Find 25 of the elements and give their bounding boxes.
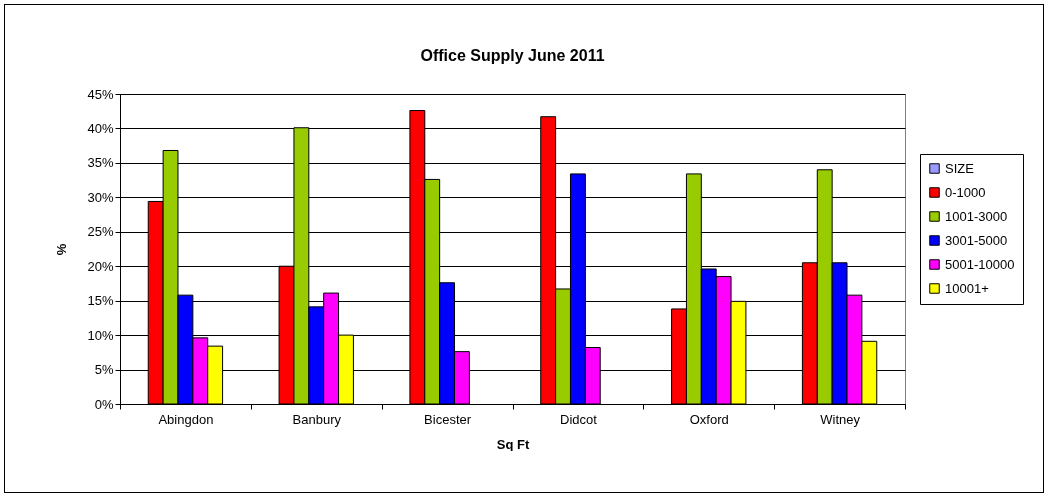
x-tick-label: Abingdon: [158, 411, 214, 427]
x-tick-label: Witney: [820, 411, 861, 427]
y-tick-label: 10%: [87, 327, 114, 343]
x-tick-label: Banbury: [292, 411, 342, 427]
y-tick-label: 45%: [87, 86, 114, 102]
legend-label: 10001+: [945, 280, 989, 296]
y-tick-label: 25%: [87, 224, 114, 240]
y-tick-label: 5%: [94, 362, 114, 378]
x-tick-label: Oxford: [689, 411, 729, 427]
legend-label: 0-1000: [945, 184, 986, 200]
legend-label: 1001-3000: [945, 208, 1008, 224]
x-axis-title: Sq Ft: [496, 436, 530, 452]
legend-label: 5001-10000: [945, 256, 1015, 272]
x-tick-label: Didcot: [559, 411, 598, 427]
y-tick-label: 35%: [87, 155, 114, 171]
y-tick-label: 20%: [87, 258, 114, 274]
y-axis-title: %: [54, 243, 70, 256]
x-tick-label: Bicester: [424, 411, 472, 427]
legend-label: 3001-5000: [945, 232, 1008, 248]
y-tick-label: 0%: [94, 396, 114, 412]
y-tick-label: 40%: [87, 120, 114, 136]
y-tick-label: 30%: [87, 189, 114, 205]
legend-label: SIZE: [945, 160, 975, 176]
y-tick-label: 15%: [87, 293, 114, 309]
chart-title: Office Supply June 2011: [420, 47, 605, 64]
